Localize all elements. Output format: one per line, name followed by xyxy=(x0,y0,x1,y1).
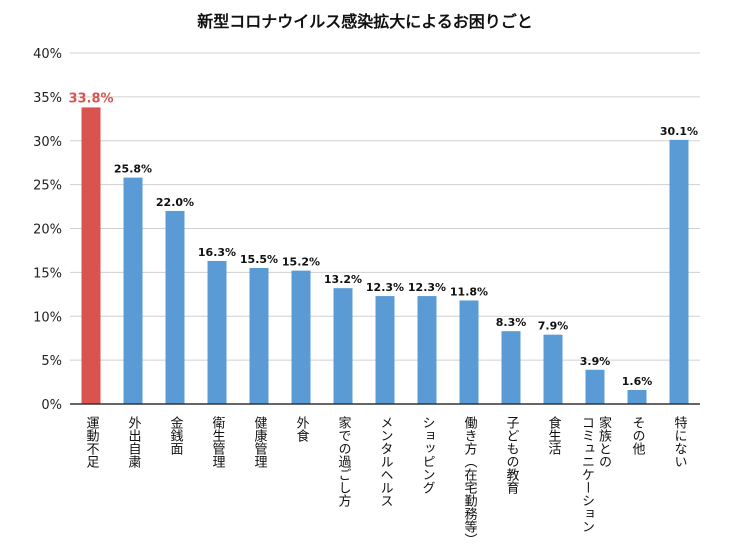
category-label: 家族との xyxy=(596,415,612,468)
y-tick-label: 40% xyxy=(33,47,62,62)
category-label: 特にない xyxy=(672,416,688,468)
category-label: 外食 xyxy=(294,416,310,442)
data-label: 25.8% xyxy=(114,163,152,176)
bar xyxy=(627,389,647,404)
data-label: 7.9% xyxy=(538,320,569,333)
bar xyxy=(543,334,563,404)
y-tick-label: 10% xyxy=(33,310,62,325)
data-label: 11.8% xyxy=(450,285,488,298)
data-label: 16.3% xyxy=(198,246,236,259)
data-label: 1.6% xyxy=(622,375,653,388)
bar xyxy=(207,260,227,404)
category-label: 働き方（在宅勤務等） xyxy=(462,416,478,546)
bar xyxy=(123,177,143,404)
bar xyxy=(333,288,353,404)
bar xyxy=(459,300,479,404)
category-label: 金銭面 xyxy=(168,415,184,455)
bar xyxy=(585,369,605,404)
y-tick-label: 30% xyxy=(33,135,62,150)
data-label: 12.3% xyxy=(366,281,404,294)
category-label: 健康管理 xyxy=(252,416,268,468)
y-tick-label: 15% xyxy=(33,266,62,281)
category-label: 食生活 xyxy=(546,415,562,455)
category-label: 家での過ごし方 xyxy=(336,415,352,508)
y-tick-label: 25% xyxy=(33,179,62,194)
category-label: 運動不足 xyxy=(84,416,100,469)
bar xyxy=(249,267,269,404)
data-label: 8.3% xyxy=(496,316,527,329)
data-label: 22.0% xyxy=(156,196,194,209)
y-tick-label: 20% xyxy=(33,223,62,238)
chart-title: 新型コロナウイルス感染拡大によるお困りごと xyxy=(197,12,533,31)
bar xyxy=(291,270,311,404)
category-label: メンタルヘルス xyxy=(378,416,394,507)
bar xyxy=(165,210,185,404)
data-label: 15.5% xyxy=(240,253,278,266)
y-tick-label: 0% xyxy=(41,398,62,413)
bar xyxy=(81,107,101,404)
data-label: 3.9% xyxy=(580,355,611,368)
category-label: その他 xyxy=(630,416,646,456)
data-label: 12.3% xyxy=(408,281,446,294)
bar xyxy=(375,296,395,404)
y-tick-label: 5% xyxy=(41,354,62,369)
category-label: コミュニケーション xyxy=(579,416,594,533)
bar xyxy=(417,296,437,404)
bar xyxy=(501,331,521,404)
category-label: 外出自粛 xyxy=(126,416,142,468)
data-label: 13.2% xyxy=(324,273,362,286)
y-tick-label: 35% xyxy=(33,91,62,106)
data-label: 15.2% xyxy=(282,256,320,269)
category-label: 子どもの教育 xyxy=(504,416,520,495)
category-label: ショッピング xyxy=(420,416,436,494)
data-label: 33.8% xyxy=(68,91,113,106)
category-label: 衛生管理 xyxy=(210,416,226,468)
data-label: 30.1% xyxy=(660,125,698,138)
bar xyxy=(669,139,689,404)
